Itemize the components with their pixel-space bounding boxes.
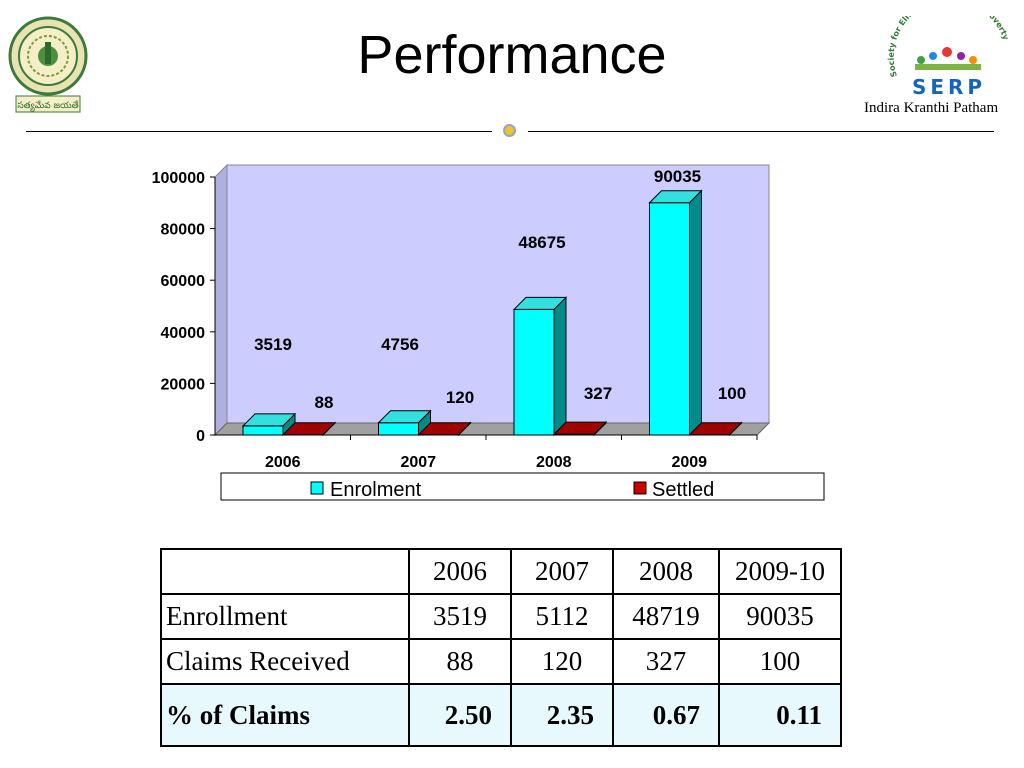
enrolment-bar: [649, 202, 690, 436]
table-header-cell: [160, 548, 410, 595]
table-header-cell: 2009-10: [718, 548, 842, 595]
table-cell: 120: [510, 638, 614, 685]
andhra-pradesh-emblem-icon: సత్యమేవ జయతే: [8, 16, 88, 113]
row-label: % of Claims: [160, 683, 410, 747]
table-cell: 3519: [408, 593, 512, 640]
divider-left: [26, 131, 492, 132]
settled-bar-side: [729, 421, 742, 437]
performance-table: 2006 2007 2008 2009-10 Enrollment 3519 5…: [160, 548, 842, 747]
legend-swatch-settled: [633, 481, 647, 495]
enrolment-data-label: 4756: [381, 335, 419, 354]
divider-right: [528, 131, 994, 132]
y-tick-label: 0: [196, 428, 205, 445]
settled-data-label: 100: [718, 384, 746, 403]
enrolment-bar-side: [553, 296, 567, 437]
plot-side-wall: [214, 163, 228, 437]
table-cell: 90035: [718, 593, 842, 640]
page-title: Performance: [357, 25, 667, 85]
y-tick-label: 20000: [161, 376, 206, 393]
enrolment-data-label: 3519: [254, 335, 292, 354]
legend-swatch-enrolment: [310, 481, 324, 495]
table-cell: 0.67: [612, 683, 720, 747]
table-header-row: 2006 2007 2008 2009-10: [160, 548, 842, 595]
table-cell: 88: [408, 638, 512, 685]
table-cell: 2.50: [408, 683, 512, 747]
enrolment-bar: [513, 308, 555, 436]
x-tick-label: 2007: [400, 454, 436, 471]
enrolment-bar-side: [689, 189, 702, 437]
settled-bar-side: [458, 421, 471, 437]
legend-label-settled: Settled: [652, 479, 714, 501]
enrolment-bar: [242, 425, 284, 436]
y-tick-label: 80000: [161, 222, 206, 239]
performance-chart: 0 20000 40000 60000 80000 100000 3519 88 2006 475…: [152, 163, 825, 501]
settled-bar-side: [593, 420, 607, 437]
row-label: Enrollment: [160, 593, 410, 640]
table-cell: 100: [718, 638, 842, 685]
table-row-highlight: % of Claims 2.50 2.35 0.67 0.11: [160, 683, 842, 747]
settled-data-label: 120: [446, 388, 474, 407]
enrolment-data-label: 48675: [518, 233, 565, 252]
table-cell: 0.11: [718, 683, 842, 747]
emblem-text: సత్యమేవ జయతే: [17, 100, 78, 112]
table-header-cell: 2006: [408, 548, 512, 595]
x-tick-label: 2008: [536, 454, 572, 471]
table-row: Enrollment 3519 5112 48719 90035: [160, 593, 842, 640]
table-cell: 327: [612, 638, 720, 685]
table-cell: 2.35: [510, 683, 614, 747]
table-header-cell: 2008: [612, 548, 720, 595]
y-tick-label: 40000: [161, 325, 206, 342]
table-row: Claims Received 88 120 327 100: [160, 638, 842, 685]
table-header-cell: 2007: [510, 548, 614, 595]
serp-logo-icon: Society for Elimination of Rural Poverty…: [887, 16, 1011, 99]
x-tick-label: 2006: [265, 454, 301, 471]
settled-data-label: 327: [584, 384, 612, 403]
table-cell: 5112: [510, 593, 614, 640]
y-tick-label: 60000: [161, 273, 206, 290]
serp-abbr: SERP: [912, 75, 986, 99]
enrolment-bar: [378, 422, 419, 436]
y-tick-label: 100000: [152, 170, 205, 187]
table-cell: 48719: [612, 593, 720, 640]
logo-caption: Indira Kranthi Patham: [864, 100, 999, 116]
settled-bar-side: [322, 421, 336, 437]
row-label: Claims Received: [160, 638, 410, 685]
divider-bullet: [503, 124, 516, 137]
settled-data-label: 88: [315, 393, 334, 412]
legend-label-enrolment: Enrolment: [330, 479, 422, 501]
enrolment-data-label: 90035: [654, 167, 701, 186]
x-tick-label: 2009: [671, 454, 707, 471]
